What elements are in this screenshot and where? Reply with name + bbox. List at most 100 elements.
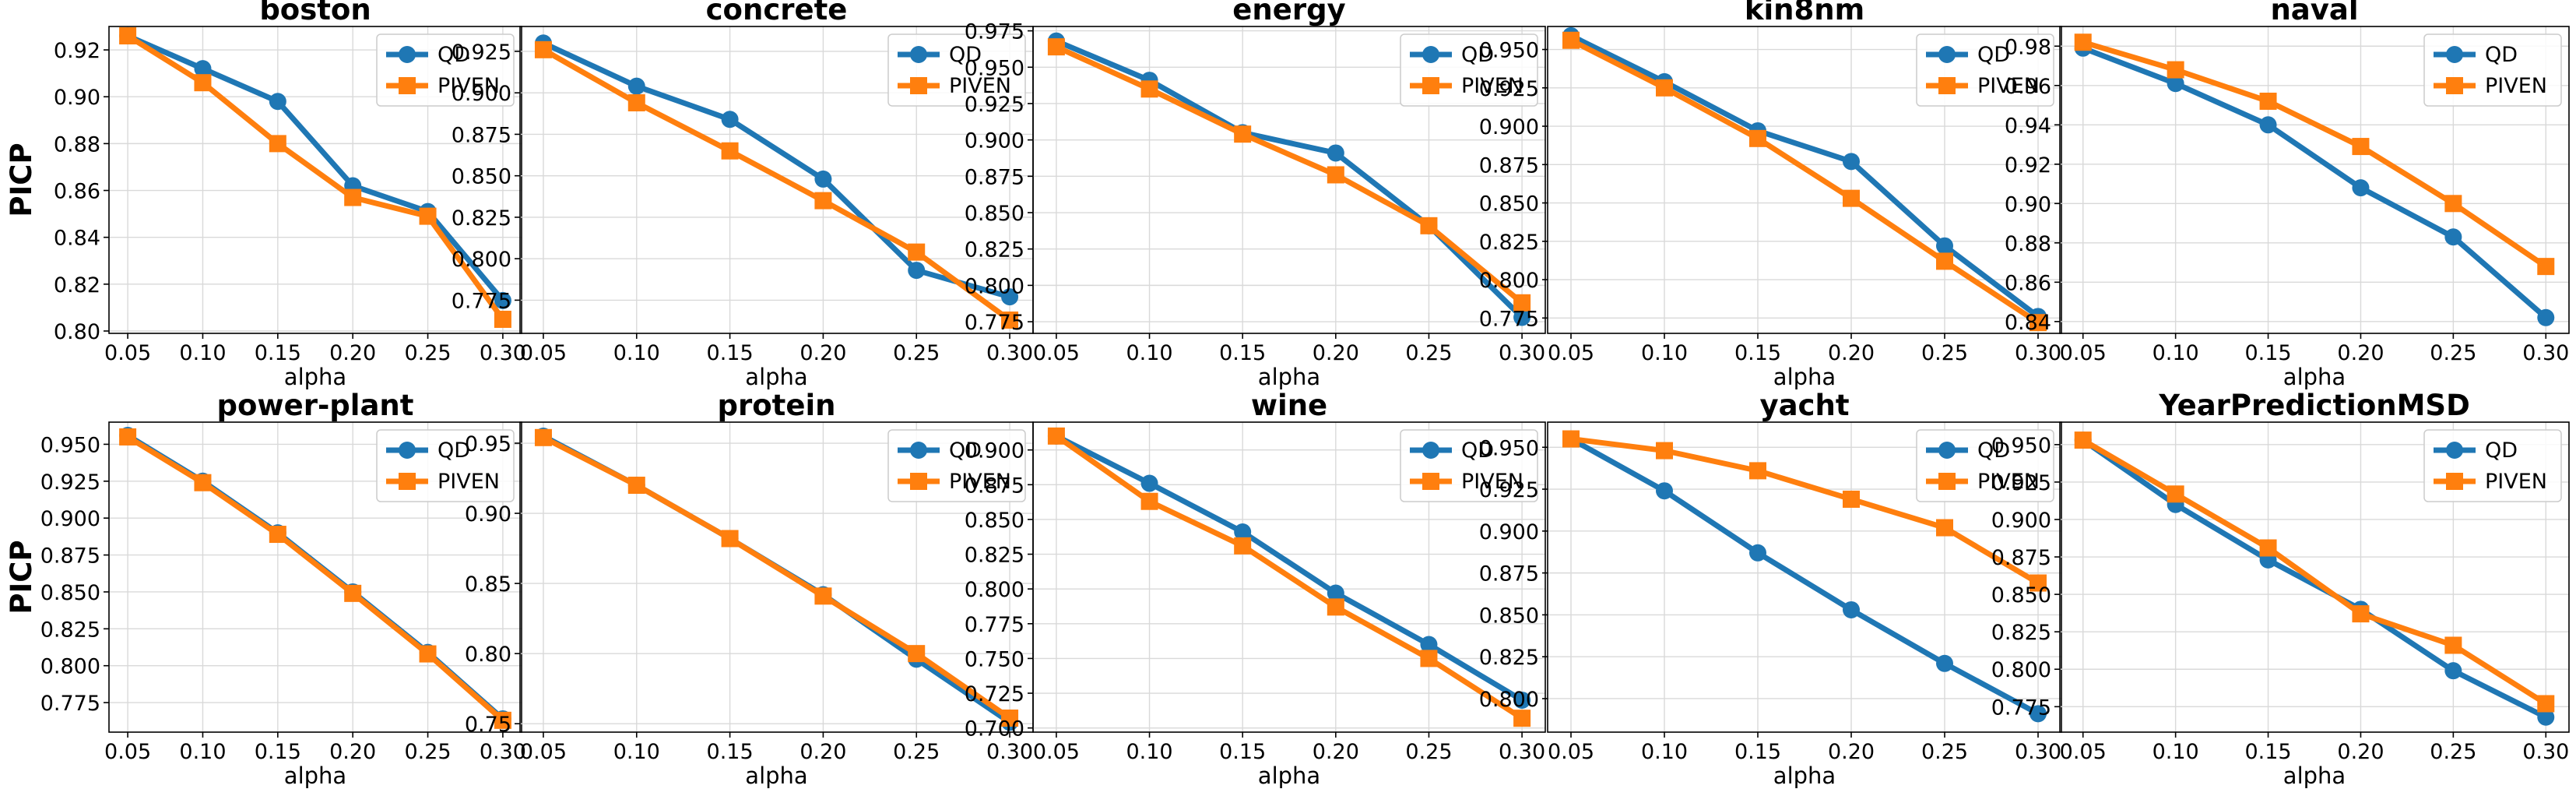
data-point-qd bbox=[2537, 708, 2555, 726]
y-tick-label: 0.88 bbox=[54, 132, 100, 157]
data-point-qd bbox=[627, 77, 645, 95]
x-tick-label: 0.05 bbox=[1033, 740, 1080, 764]
data-point-qd bbox=[2444, 228, 2462, 246]
data-point-piven bbox=[534, 428, 552, 446]
legend-marker-qd bbox=[910, 442, 927, 459]
x-tick-label: 0.15 bbox=[1219, 740, 1266, 764]
legend: QD PIVEN bbox=[2423, 33, 2562, 107]
chart-title: boston bbox=[259, 0, 371, 26]
legend-label-piven: PIVEN bbox=[1977, 470, 2040, 494]
data-point-piven bbox=[194, 474, 212, 491]
y-tick-label: 0.750 bbox=[965, 647, 1024, 671]
chart-title: YearPredictionMSD bbox=[2158, 389, 2470, 422]
data-point-qd bbox=[269, 93, 286, 111]
axes-frame bbox=[2059, 26, 2570, 334]
series-line-piven bbox=[2081, 438, 2548, 706]
y-tick-label: 0.875 bbox=[965, 474, 1024, 498]
legend-marker-piven bbox=[1938, 473, 1956, 490]
y-tick-label: 0.90 bbox=[54, 86, 100, 110]
data-point-qd bbox=[1234, 523, 1252, 541]
data-point-piven bbox=[1656, 79, 1673, 97]
data-point-piven bbox=[2444, 195, 2462, 213]
chart-title: power-plant bbox=[217, 389, 414, 422]
data-point-qd bbox=[814, 170, 832, 188]
legend-label-piven: PIVEN bbox=[438, 74, 500, 98]
y-tick-label: 0.800 bbox=[965, 578, 1024, 602]
axes-frame bbox=[1547, 26, 2062, 334]
legend: QD PIVEN bbox=[887, 429, 1026, 502]
data-point-qd bbox=[1749, 544, 1766, 562]
data-point-piven bbox=[1327, 166, 1344, 184]
legend-marker-qd bbox=[1938, 442, 1956, 459]
chart-title: protein bbox=[718, 389, 836, 422]
y-tick-label: 0.800 bbox=[1479, 688, 1539, 712]
x-axis-label: alpha bbox=[1258, 763, 1320, 789]
x-tick-label: 0.15 bbox=[255, 341, 301, 365]
axes-frame bbox=[108, 26, 522, 334]
data-point-qd bbox=[2352, 179, 2370, 197]
y-tick-label: 0.900 bbox=[1479, 520, 1539, 544]
x-tick-label: 0.30 bbox=[986, 740, 1033, 764]
series-line-qd bbox=[1569, 436, 2040, 717]
x-tick-label: 0.30 bbox=[480, 341, 526, 365]
x-tick-label: 0.10 bbox=[2153, 740, 2199, 764]
x-tick-label: 0.10 bbox=[179, 341, 226, 365]
x-axis-label: alpha bbox=[1258, 364, 1320, 390]
x-tick-label: 0.30 bbox=[2015, 341, 2061, 365]
data-point-piven bbox=[814, 192, 832, 210]
y-tick-label: 0.80 bbox=[54, 320, 100, 344]
x-tick-label: 0.10 bbox=[1641, 341, 1688, 365]
legend-marker-piven bbox=[1422, 473, 1439, 490]
y-tick-label: 0.825 bbox=[965, 544, 1024, 568]
x-tick-label: 0.30 bbox=[986, 341, 1033, 365]
y-tick-label: 0.825 bbox=[40, 618, 100, 642]
legend-marker-qd bbox=[399, 442, 416, 459]
chart-title: kin8nm bbox=[1745, 0, 1864, 26]
data-point-qd bbox=[1936, 237, 1953, 255]
data-point-qd bbox=[2030, 705, 2047, 723]
axes-frame bbox=[1032, 421, 1546, 733]
y-tick-label: 0.825 bbox=[1479, 231, 1539, 255]
x-tick-label: 0.05 bbox=[104, 341, 151, 365]
chart-panel-wine: 0.05 0.10 0.15 0.20 0.25 0.300.7000.7250.7500… bbox=[965, 389, 1546, 789]
data-point-piven bbox=[1562, 430, 1580, 448]
legend-marker-qd bbox=[1422, 442, 1439, 459]
data-point-piven bbox=[1513, 294, 1531, 312]
chart-title: yacht bbox=[1759, 389, 1849, 422]
data-point-piven bbox=[1140, 80, 1158, 98]
y-tick-label: 0.850 bbox=[1479, 192, 1539, 217]
data-point-piven bbox=[494, 711, 511, 729]
y-tick-label: 0.850 bbox=[965, 509, 1024, 533]
data-point-piven bbox=[2444, 636, 2462, 654]
data-point-piven bbox=[344, 584, 362, 602]
legend-label-qd: QD bbox=[1977, 43, 2010, 67]
legend-marker-piven bbox=[399, 77, 416, 94]
chart-title: energy bbox=[1232, 0, 1345, 26]
chart-panel-energy: 0.05 0.10 0.15 0.20 0.25 0.30 0.775 0.800 0.825 0… bbox=[965, 0, 1546, 390]
legend: QD PIVEN bbox=[887, 33, 1026, 107]
legend-label-piven: PIVEN bbox=[1461, 470, 1523, 494]
data-point-qd bbox=[721, 111, 739, 129]
x-tick-label: 0.20 bbox=[1828, 341, 1875, 365]
chart-panel-power-plant: 0.05 0.10 0.15 0.20 0.25 0.30 0.775 0.800 0.825 0… bbox=[5, 389, 526, 789]
x-tick-label: 0.20 bbox=[1313, 740, 1359, 764]
data-point-piven bbox=[534, 41, 552, 58]
y-tick-label: 0.900 bbox=[965, 439, 1024, 463]
y-tick-label: 0.86 bbox=[54, 180, 100, 204]
x-tick-label: 0.15 bbox=[707, 740, 754, 764]
y-tick-label: 0.825 bbox=[965, 238, 1024, 262]
data-point-piven bbox=[269, 526, 286, 544]
data-point-piven bbox=[2259, 539, 2277, 557]
data-point-qd bbox=[2444, 662, 2462, 680]
data-point-piven bbox=[2074, 33, 2092, 51]
series-line-qd bbox=[1055, 433, 1523, 703]
y-tick-label: 0.850 bbox=[965, 202, 1024, 226]
x-tick-label: 0.30 bbox=[2015, 740, 2061, 764]
x-tick-label: 0.20 bbox=[329, 740, 376, 764]
y-tick-label: 0.900 bbox=[1991, 509, 2051, 533]
data-point-qd bbox=[2259, 116, 2277, 134]
y-tick-label: 0.900 bbox=[965, 129, 1024, 153]
x-tick-label: 0.05 bbox=[1548, 341, 1594, 365]
y-tick-label: 0.96 bbox=[2005, 75, 2051, 99]
data-point-piven bbox=[1936, 519, 1953, 537]
